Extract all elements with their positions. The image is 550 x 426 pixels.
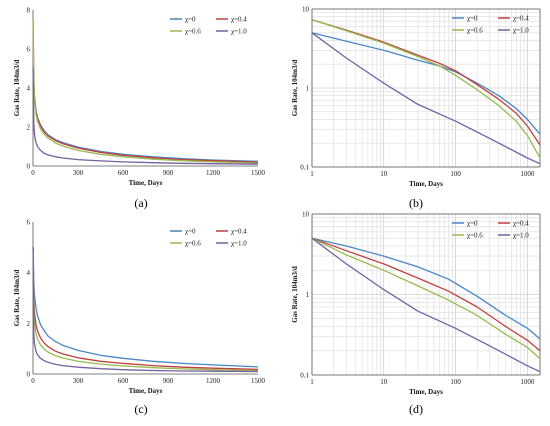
x-tick-label: 10 [380, 170, 388, 178]
x-axis-label: Time, Days [409, 180, 443, 188]
y-tick-label: 10 [302, 211, 310, 219]
panel-caption: (c) [134, 402, 147, 416]
x-axis-label: Time, Days [129, 179, 163, 187]
series-line-3 [32, 247, 259, 373]
legend-entry: χ=1.0 [513, 27, 529, 35]
y-tick-label: 0 [27, 371, 31, 379]
legend-entry: χ=0.4 [513, 15, 529, 23]
y-axis-label: Gas Rate, 104m3/d [13, 270, 21, 327]
x-tick-label: 300 [73, 169, 84, 177]
series-line-3 [32, 68, 259, 165]
x-tick-label: 1500 [251, 169, 266, 177]
x-tick-label: 1 [310, 378, 314, 386]
panel-caption: (d) [409, 402, 423, 416]
series-line-2 [32, 247, 259, 372]
legend-entry: χ=0.6 [467, 232, 483, 240]
plot-area [33, 222, 258, 374]
legend-entry: χ=1.0 [231, 28, 247, 36]
x-tick-label: 0 [31, 169, 35, 177]
y-tick-label: 10 [302, 6, 310, 14]
series-line-1 [311, 19, 541, 146]
legend-entry: χ=0.6 [185, 240, 201, 248]
y-axis-label: Gas Rate, 104m3/d [291, 266, 299, 323]
x-tick-label: 900 [163, 169, 174, 177]
series-line-3 [311, 237, 541, 373]
x-tick-label: 900 [163, 377, 174, 385]
y-tick-label: 6 [27, 46, 31, 54]
x-tick-label: 1200 [206, 169, 221, 177]
x-tick-label: 300 [73, 377, 84, 385]
legend-entry: χ=0 [467, 220, 478, 228]
legend-entry: χ=1.0 [231, 240, 247, 248]
series-line-2 [32, 19, 259, 164]
y-tick-label: 1 [306, 85, 310, 93]
chart-panel-c: 0 300 600 900 1200 1500 0 2 4 6 Time, Days Gas Rate… [13, 219, 266, 417]
y-axis-label: Gas Rate, 104m3/d [13, 60, 21, 117]
y-tick-label: 0.1 [300, 372, 309, 380]
legend-entry: χ=0 [185, 16, 196, 24]
legend-entry: χ=1.0 [513, 232, 529, 240]
series-line-3 [311, 32, 541, 165]
x-tick-label: 1500 [251, 377, 266, 385]
x-tick-label: 100 [450, 378, 461, 386]
panel-caption: (a) [134, 196, 147, 210]
chart-panel-a: 0 300 600 900 1200 1500 0 2 4 6 8 Time, Days Gas Rat… [13, 7, 266, 211]
y-tick-label: 6 [27, 219, 31, 227]
y-tick-label: 2 [27, 320, 31, 328]
series-line-0 [311, 237, 541, 340]
x-tick-label: 1 [310, 170, 314, 178]
x-tick-label: 1000 [520, 170, 535, 178]
x-tick-label: 600 [118, 169, 129, 177]
y-tick-label: 1 [306, 291, 310, 299]
legend-entry: χ=0.6 [185, 28, 201, 36]
y-axis-label: Gas Rate, 104m3/d [291, 60, 299, 117]
y-tick-label: 8 [27, 7, 31, 15]
x-tick-label: 100 [450, 170, 461, 178]
series-line-0 [32, 247, 259, 368]
series-line-1 [32, 247, 259, 371]
x-tick-label: 0 [31, 377, 35, 385]
y-tick-label: 2 [27, 124, 31, 132]
legend-entry: χ=0 [467, 15, 478, 23]
legend-entry: χ=0.6 [467, 27, 483, 35]
x-axis-label: Time, Days [129, 387, 163, 395]
series-line-0 [311, 32, 541, 135]
x-axis-label: Time, Days [409, 388, 443, 396]
y-tick-label: 0.1 [300, 164, 309, 172]
panel-caption: (b) [409, 196, 423, 210]
legend-entry: χ=0.4 [231, 228, 247, 236]
x-tick-label: 600 [118, 377, 129, 385]
y-tick-label: 0 [27, 163, 31, 171]
x-tick-label: 10 [380, 378, 388, 386]
x-tick-label: 1200 [206, 377, 221, 385]
legend-entry: χ=0.4 [513, 220, 529, 228]
x-tick-label: 1000 [520, 378, 535, 386]
plot-area [33, 10, 258, 166]
series-line-2 [311, 237, 541, 360]
legend-entry: χ=0 [185, 228, 196, 236]
series-line-1 [311, 237, 541, 352]
legend-entry: χ=0.4 [231, 16, 247, 24]
y-tick-label: 4 [27, 85, 31, 93]
series-line-2 [311, 19, 541, 159]
y-tick-label: 4 [27, 269, 31, 277]
